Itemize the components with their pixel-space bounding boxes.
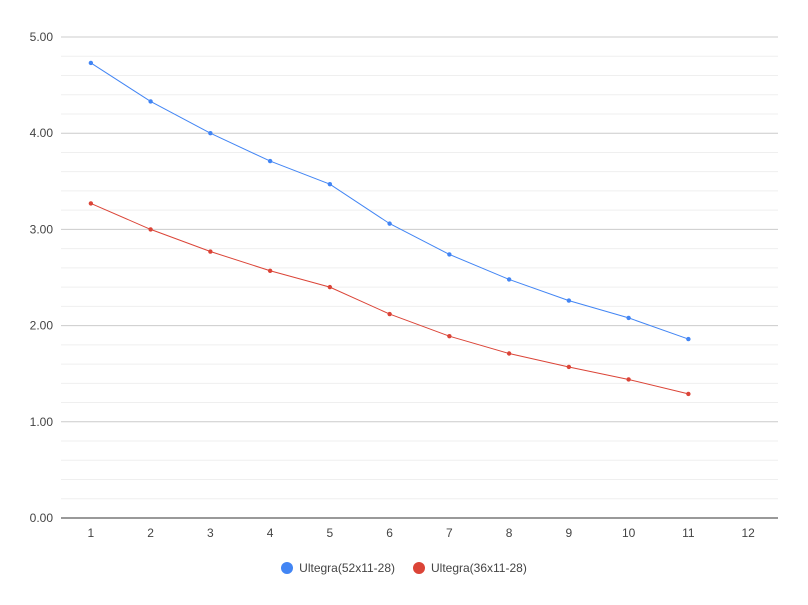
data-point[interactable]	[88, 60, 94, 66]
x-tick-label: 9	[566, 526, 573, 540]
series-line	[90, 202, 689, 395]
legend-label: Ultegra(36x11-28)	[431, 561, 527, 575]
y-tick-label: 4.00	[30, 126, 54, 140]
x-tick-labels: 1 2 3 4 5 6 7 8 9 10 11 12	[88, 526, 756, 540]
data-point[interactable]	[566, 364, 572, 370]
data-point[interactable]	[327, 181, 333, 187]
data-point[interactable]	[148, 227, 153, 232]
data-point[interactable]	[88, 201, 94, 206]
data-point[interactable]	[148, 99, 153, 104]
legend-label: Ultegra(52x11-28)	[299, 561, 395, 575]
data-point[interactable]	[208, 249, 213, 254]
x-tick-label: 4	[267, 526, 274, 540]
data-point[interactable]	[447, 252, 452, 257]
data-point[interactable]	[506, 351, 512, 356]
data-point[interactable]	[327, 284, 333, 290]
y-tick-label: 5.00	[30, 30, 54, 44]
y-tick-label: 3.00	[30, 222, 54, 236]
data-point[interactable]	[267, 158, 273, 164]
data-point[interactable]	[566, 298, 572, 303]
series-2	[88, 201, 691, 397]
series-line	[90, 62, 689, 340]
x-tick-label: 10	[622, 526, 636, 540]
x-tick-label: 8	[506, 526, 513, 540]
gridlines	[61, 36, 778, 500]
y-tick-label: 0.00	[30, 511, 54, 525]
data-point[interactable]	[506, 277, 512, 282]
data-point[interactable]	[447, 333, 452, 339]
series	[88, 60, 691, 397]
x-tick-label: 3	[207, 526, 214, 540]
x-tick-label: 11	[682, 526, 695, 540]
series-1	[88, 60, 691, 342]
y-tick-label: 1.00	[30, 415, 54, 429]
x-tick-label: 2	[147, 526, 154, 540]
x-tick-label: 5	[327, 526, 334, 540]
data-point[interactable]	[626, 315, 631, 321]
y-tick-labels: 0.00 1.00 2.00 3.00 4.00 5.00	[30, 30, 54, 525]
data-point[interactable]	[686, 391, 691, 397]
data-point[interactable]	[626, 377, 631, 382]
legend-swatch	[281, 562, 294, 574]
legend-item-series-2[interactable]: Ultegra(36x11-28)	[413, 561, 527, 575]
y-tick-label: 2.00	[30, 319, 54, 333]
data-point[interactable]	[387, 311, 392, 317]
legend: Ultegra(52x11-28) Ultegra(36x11-28)	[0, 558, 808, 578]
data-point[interactable]	[208, 131, 213, 136]
data-point[interactable]	[686, 336, 691, 342]
x-tick-label: 1	[88, 526, 95, 540]
legend-swatch	[413, 562, 425, 574]
legend-item-series-1[interactable]: Ultegra(52x11-28)	[281, 561, 395, 575]
data-point[interactable]	[267, 268, 273, 273]
x-tick-label: 6	[386, 526, 393, 540]
x-tick-label: 12	[741, 526, 755, 540]
x-tick-label: 7	[446, 526, 453, 540]
data-point[interactable]	[387, 221, 392, 226]
